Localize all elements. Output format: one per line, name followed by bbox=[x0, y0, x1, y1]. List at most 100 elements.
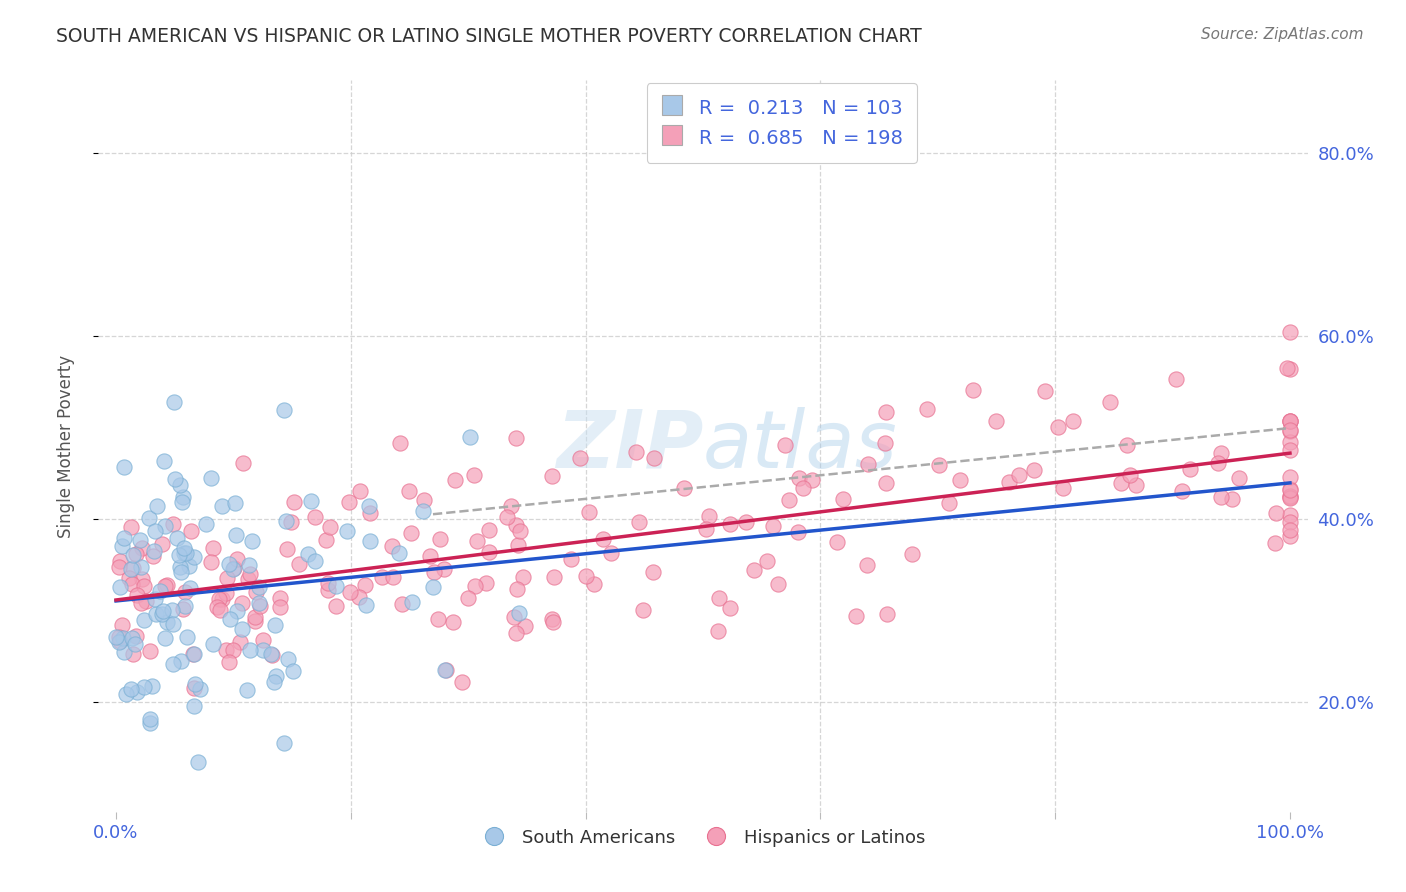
Point bbox=[183, 549, 205, 564]
Point bbox=[264, 618, 287, 632]
Point bbox=[112, 645, 135, 659]
Point bbox=[401, 595, 423, 609]
Point bbox=[458, 430, 481, 444]
Point bbox=[787, 525, 810, 540]
Point bbox=[183, 647, 205, 661]
Point bbox=[235, 683, 257, 698]
Point bbox=[112, 460, 135, 475]
Text: SOUTH AMERICAN VS HISPANIC OR LATINO SINGLE MOTHER POVERTY CORRELATION CHART: SOUTH AMERICAN VS HISPANIC OR LATINO SIN… bbox=[56, 27, 922, 45]
Point bbox=[131, 541, 153, 555]
Point bbox=[391, 597, 413, 611]
Point bbox=[1278, 483, 1301, 497]
Point bbox=[304, 509, 326, 524]
Point bbox=[766, 577, 789, 591]
Point bbox=[1178, 462, 1201, 476]
Point bbox=[354, 577, 377, 591]
Point bbox=[1046, 420, 1069, 434]
Y-axis label: Single Mother Poverty: Single Mother Poverty bbox=[56, 354, 75, 538]
Point bbox=[288, 558, 311, 572]
Point bbox=[1222, 492, 1244, 507]
Point bbox=[153, 579, 176, 593]
Point bbox=[337, 495, 360, 509]
Point bbox=[962, 383, 984, 397]
Point bbox=[201, 637, 224, 651]
Point bbox=[169, 560, 191, 574]
Point bbox=[245, 610, 267, 624]
Point bbox=[229, 635, 252, 649]
Point bbox=[478, 523, 501, 537]
Point bbox=[269, 591, 291, 605]
Point bbox=[238, 558, 260, 572]
Point bbox=[218, 558, 240, 572]
Point bbox=[463, 468, 485, 483]
Point bbox=[1278, 490, 1301, 504]
Point bbox=[262, 648, 284, 662]
Point bbox=[141, 549, 163, 563]
Point bbox=[443, 473, 465, 487]
Point bbox=[465, 534, 488, 549]
Point bbox=[108, 560, 131, 574]
Point bbox=[1008, 468, 1031, 483]
Point bbox=[240, 534, 263, 549]
Point bbox=[422, 565, 444, 579]
Point bbox=[247, 580, 270, 594]
Point bbox=[217, 571, 239, 585]
Point bbox=[627, 516, 650, 530]
Point bbox=[875, 475, 897, 490]
Point bbox=[1022, 463, 1045, 477]
Point bbox=[1278, 361, 1301, 376]
Point bbox=[218, 655, 240, 669]
Point bbox=[187, 756, 209, 770]
Point bbox=[1278, 325, 1301, 339]
Point bbox=[401, 526, 423, 541]
Point bbox=[183, 681, 205, 695]
Point bbox=[1278, 442, 1301, 457]
Point bbox=[928, 458, 950, 473]
Point bbox=[211, 499, 233, 513]
Point bbox=[173, 599, 195, 614]
Point bbox=[179, 582, 201, 596]
Point bbox=[1265, 506, 1288, 520]
Point bbox=[1278, 423, 1301, 437]
Point bbox=[1278, 435, 1301, 450]
Point bbox=[120, 562, 142, 576]
Point bbox=[225, 527, 247, 541]
Point bbox=[582, 577, 605, 591]
Point bbox=[1278, 482, 1301, 496]
Point bbox=[153, 519, 176, 533]
Point bbox=[1278, 508, 1301, 522]
Point bbox=[917, 401, 939, 416]
Point bbox=[441, 615, 464, 629]
Point bbox=[412, 504, 434, 518]
Point bbox=[245, 585, 267, 599]
Point bbox=[512, 570, 534, 584]
Point bbox=[1125, 477, 1147, 491]
Point bbox=[280, 516, 302, 530]
Point bbox=[755, 553, 778, 567]
Point bbox=[107, 635, 129, 649]
Point bbox=[873, 436, 896, 450]
Point bbox=[121, 548, 143, 562]
Point bbox=[224, 561, 246, 575]
Point bbox=[735, 515, 758, 529]
Point bbox=[464, 579, 486, 593]
Point bbox=[709, 591, 731, 605]
Point bbox=[304, 553, 326, 567]
Point bbox=[569, 450, 592, 465]
Point bbox=[276, 514, 298, 528]
Point bbox=[150, 537, 173, 551]
Point bbox=[134, 578, 156, 592]
Point bbox=[389, 435, 412, 450]
Point bbox=[477, 545, 499, 559]
Point bbox=[513, 619, 536, 633]
Point bbox=[325, 579, 347, 593]
Point bbox=[135, 594, 157, 608]
Point bbox=[208, 592, 231, 607]
Point bbox=[127, 589, 149, 603]
Point bbox=[174, 585, 197, 599]
Point bbox=[1278, 523, 1301, 537]
Point bbox=[1264, 536, 1286, 550]
Point bbox=[264, 669, 287, 683]
Point bbox=[209, 603, 232, 617]
Point bbox=[125, 630, 148, 644]
